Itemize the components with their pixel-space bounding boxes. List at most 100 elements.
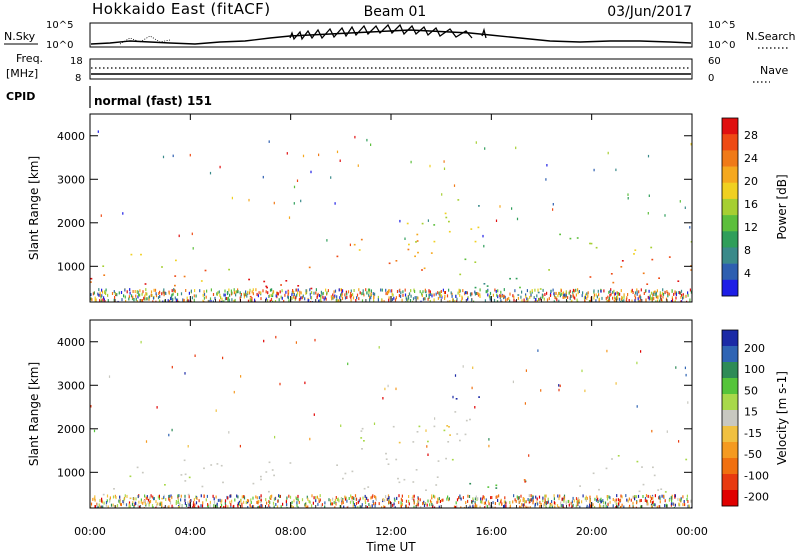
cell: [144, 500, 146, 503]
cell: [392, 425, 395, 428]
cell: [149, 495, 151, 499]
cell: [223, 300, 225, 302]
cell: [372, 292, 374, 296]
cell: [157, 296, 160, 300]
cell: [526, 297, 528, 301]
cell: [221, 499, 223, 503]
cell: [332, 497, 334, 501]
cell: [563, 499, 565, 503]
cell: [209, 171, 212, 175]
cell: [550, 289, 552, 293]
cell: [537, 502, 539, 506]
cell: [424, 288, 426, 292]
cell: [400, 504, 402, 508]
cell: [297, 291, 299, 295]
cell: [240, 294, 242, 298]
cell: [247, 499, 250, 503]
cell: [257, 506, 259, 508]
cell: [297, 506, 299, 508]
cell: [518, 496, 520, 500]
cell: [562, 503, 564, 507]
cell: [147, 501, 149, 505]
cell: [531, 498, 533, 502]
cell: [584, 300, 586, 302]
cell: [509, 277, 511, 280]
cell: [654, 503, 656, 507]
cell: [203, 467, 205, 470]
cell: [387, 494, 390, 498]
cell: [438, 497, 440, 501]
cell: [651, 296, 653, 300]
cell: [248, 278, 250, 281]
cell: [637, 494, 640, 498]
cell: [300, 199, 302, 203]
cell: [541, 293, 543, 297]
cell: [219, 293, 221, 297]
cell: [651, 505, 653, 508]
cell: [357, 506, 359, 508]
cell: [252, 505, 255, 508]
cell: [485, 290, 487, 294]
cell: [607, 503, 609, 507]
cell: [482, 495, 484, 499]
cell: [608, 495, 610, 499]
cell: [361, 448, 363, 450]
cell: [101, 294, 103, 298]
cell: [128, 297, 130, 301]
cell: [509, 501, 511, 504]
cell: [488, 502, 490, 506]
cell: [647, 212, 649, 215]
cell: [361, 427, 364, 430]
cell: [370, 289, 372, 293]
cell: [487, 293, 489, 297]
cell: [109, 499, 111, 503]
cell: [569, 237, 572, 240]
cell: [101, 500, 104, 504]
cell: [149, 500, 151, 504]
cell: [398, 481, 401, 484]
cell: [252, 482, 255, 485]
cell: [207, 503, 209, 506]
cell: [181, 504, 183, 508]
cell: [296, 179, 299, 182]
cell: [609, 290, 611, 293]
colorbar-segment: [722, 442, 738, 459]
cell: [332, 296, 334, 300]
cell: [325, 297, 327, 301]
cell: [168, 494, 170, 498]
cell: [524, 402, 526, 405]
cell: [617, 502, 620, 506]
colorbar-tick-label: -100: [744, 469, 769, 482]
cell: [407, 248, 410, 251]
cell: [513, 295, 515, 299]
cell: [420, 506, 422, 508]
cell: [517, 294, 520, 296]
cell: [180, 498, 182, 502]
cell: [595, 246, 598, 249]
cell: [690, 269, 692, 271]
cell: [448, 426, 450, 428]
cell: [643, 292, 645, 295]
cell: [686, 300, 688, 302]
cell: [104, 300, 106, 302]
cell: [331, 502, 334, 506]
cell: [234, 498, 236, 502]
cell: [617, 455, 620, 457]
cell: [585, 499, 587, 502]
cell: [397, 477, 399, 480]
cell: [156, 503, 158, 507]
cell: [161, 497, 164, 500]
cell: [632, 501, 634, 505]
cell: [374, 495, 376, 499]
cell: [600, 497, 602, 501]
cell: [298, 500, 300, 504]
cell: [316, 295, 318, 299]
cell: [425, 429, 427, 432]
cell: [197, 505, 199, 508]
cell: [668, 292, 670, 296]
cell: [604, 501, 607, 505]
cell: [680, 295, 682, 299]
cell: [606, 299, 608, 302]
cell: [444, 297, 446, 300]
cell: [352, 293, 354, 297]
